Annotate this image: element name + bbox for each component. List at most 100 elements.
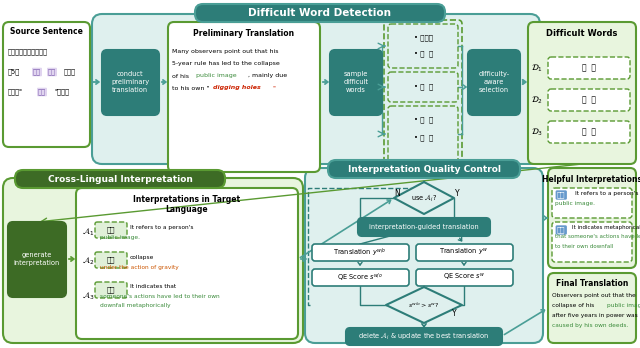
Text: 许多观察家指出，他执: 许多观察家指出，他执 xyxy=(8,49,48,55)
Text: Final Translation: Final Translation xyxy=(556,279,628,288)
Text: public image: public image xyxy=(607,303,640,308)
Text: ": " xyxy=(272,86,275,90)
Text: Y: Y xyxy=(452,308,456,317)
Text: Many observers point out that his: Many observers point out that his xyxy=(172,49,278,55)
Text: QE Score $s^{w}$: QE Score $s^{w}$ xyxy=(443,272,485,283)
Text: of his: of his xyxy=(172,73,189,79)
Text: public image: public image xyxy=(196,73,237,79)
Text: someone's actions have led to their own: someone's actions have led to their own xyxy=(100,293,220,299)
Text: Y: Y xyxy=(454,189,460,198)
Text: to their own downfall: to their own downfall xyxy=(555,244,613,248)
Text: $\mathcal{D}_2$: $\mathcal{D}_2$ xyxy=(531,94,543,106)
FancyBboxPatch shape xyxy=(528,22,636,164)
Text: 人设: 人设 xyxy=(33,69,41,75)
Text: Interpretation Quality Control: Interpretation Quality Control xyxy=(348,165,500,174)
FancyBboxPatch shape xyxy=(92,14,540,164)
FancyBboxPatch shape xyxy=(328,160,520,178)
FancyBboxPatch shape xyxy=(358,218,490,236)
Text: $\mathcal{A}_3$: $\mathcal{A}_3$ xyxy=(82,290,95,302)
Text: $\mathcal{D}_1$: $\mathcal{D}_1$ xyxy=(531,62,543,74)
Text: , mainly due: , mainly due xyxy=(248,73,287,79)
Text: collapse: collapse xyxy=(130,254,154,260)
FancyBboxPatch shape xyxy=(195,4,445,22)
Text: collapse of his: collapse of his xyxy=(552,303,595,308)
Text: It indicates metaphorically: It indicates metaphorically xyxy=(572,226,640,230)
FancyBboxPatch shape xyxy=(76,188,298,339)
Text: $\mathcal{A}_2$: $\mathcal{A}_2$ xyxy=(82,255,94,267)
Text: under the action of gravity: under the action of gravity xyxy=(100,264,179,269)
Text: It indicates that: It indicates that xyxy=(130,284,176,288)
FancyBboxPatch shape xyxy=(3,22,90,147)
Text: public image.: public image. xyxy=(100,236,140,240)
Text: It refers to a person's: It refers to a person's xyxy=(575,190,639,196)
Text: $\mathcal{A}_1$: $\mathcal{A}_1$ xyxy=(82,226,94,238)
Text: that someone's actions have led: that someone's actions have led xyxy=(555,235,640,239)
Text: digging holes: digging holes xyxy=(213,86,260,90)
FancyBboxPatch shape xyxy=(8,222,66,297)
Text: "所致。: "所致。 xyxy=(54,89,69,95)
Text: Difficult Word Detection: Difficult Word Detection xyxy=(248,8,392,18)
Text: 刨坑: 刨坑 xyxy=(557,227,566,233)
FancyBboxPatch shape xyxy=(305,168,543,343)
Text: QE Score $s^{w/o}$: QE Score $s^{w/o}$ xyxy=(337,271,383,284)
Text: Translation $y^{w/o}$: Translation $y^{w/o}$ xyxy=(333,246,387,259)
Text: It refers to a person's: It refers to a person's xyxy=(130,226,193,230)
FancyBboxPatch shape xyxy=(548,89,630,111)
Text: downfall metaphorically: downfall metaphorically xyxy=(100,303,171,308)
Text: Source Sentence: Source Sentence xyxy=(10,27,83,37)
FancyBboxPatch shape xyxy=(312,269,409,286)
Text: 5-year rule has led to the collapse: 5-year rule has led to the collapse xyxy=(172,62,280,66)
Text: Cross-Lingual Interpretation: Cross-Lingual Interpretation xyxy=(47,175,193,184)
FancyBboxPatch shape xyxy=(548,57,630,79)
FancyBboxPatch shape xyxy=(552,222,632,262)
Text: sample
difficult
words: sample difficult words xyxy=(344,71,369,93)
FancyBboxPatch shape xyxy=(102,50,159,115)
Text: $s^{w/o}>s^{w}$?: $s^{w/o}>s^{w}$? xyxy=(408,300,440,310)
Text: interpretation-guided translation: interpretation-guided translation xyxy=(369,224,479,230)
Text: • 刨  坑: • 刨 坑 xyxy=(414,135,434,141)
Text: • 观察家: • 观察家 xyxy=(415,35,433,41)
Text: Translation $y^{w}$: Translation $y^{w}$ xyxy=(440,247,488,258)
FancyBboxPatch shape xyxy=(15,170,225,188)
Text: 崩塌: 崩塌 xyxy=(48,69,56,75)
Text: generate
interpretation: generate interpretation xyxy=(14,252,60,266)
Text: 人设: 人设 xyxy=(107,227,115,233)
Text: 刨坑: 刨坑 xyxy=(38,89,46,95)
Text: $\mathcal{D}_3$: $\mathcal{D}_3$ xyxy=(531,126,543,138)
Polygon shape xyxy=(386,287,462,323)
Text: after five years in power was primarily: after five years in power was primarily xyxy=(552,314,640,318)
Text: public image.: public image. xyxy=(555,200,595,206)
Text: Language: Language xyxy=(166,206,208,214)
Text: 人设: 人设 xyxy=(557,192,566,198)
FancyBboxPatch shape xyxy=(548,168,636,268)
FancyBboxPatch shape xyxy=(416,244,513,261)
Text: Preliminary Translation: Preliminary Translation xyxy=(193,30,294,39)
Text: 崩  塌: 崩 塌 xyxy=(582,95,596,104)
FancyBboxPatch shape xyxy=(330,50,382,115)
Text: N: N xyxy=(394,189,400,198)
FancyBboxPatch shape xyxy=(552,188,632,218)
FancyBboxPatch shape xyxy=(95,222,127,238)
Text: difficulty-
aware
selection: difficulty- aware selection xyxy=(479,71,509,93)
Text: ，主要: ，主要 xyxy=(64,69,76,75)
Text: • 崩  塌: • 崩 塌 xyxy=(414,117,434,123)
FancyBboxPatch shape xyxy=(168,22,320,172)
Text: delete $\mathcal{A}_i$ & update the best translation: delete $\mathcal{A}_i$ & update the best… xyxy=(358,331,490,342)
Text: Difficult Words: Difficult Words xyxy=(547,30,618,39)
Text: Helpful Interpretations: Helpful Interpretations xyxy=(542,175,640,184)
Text: 是自己": 是自己" xyxy=(8,89,23,95)
Text: 刨  坑: 刨 坑 xyxy=(582,127,596,136)
Text: conduct
preliminary
translation: conduct preliminary translation xyxy=(111,71,149,93)
Text: to his own ": to his own " xyxy=(172,86,209,90)
FancyBboxPatch shape xyxy=(95,252,127,268)
Text: caused by his own deeds.: caused by his own deeds. xyxy=(552,324,628,329)
FancyBboxPatch shape xyxy=(3,178,303,343)
Text: • 人  设: • 人 设 xyxy=(414,84,434,90)
FancyBboxPatch shape xyxy=(95,282,127,298)
Text: • 刨  坑: • 刨 坑 xyxy=(414,51,434,57)
Text: Interpretations in Target: Interpretations in Target xyxy=(133,196,241,205)
FancyBboxPatch shape xyxy=(346,328,502,345)
Text: Observers point out that the: Observers point out that the xyxy=(552,293,636,299)
Polygon shape xyxy=(394,182,454,214)
Text: use $\mathcal{A}_i$?: use $\mathcal{A}_i$? xyxy=(411,192,437,204)
